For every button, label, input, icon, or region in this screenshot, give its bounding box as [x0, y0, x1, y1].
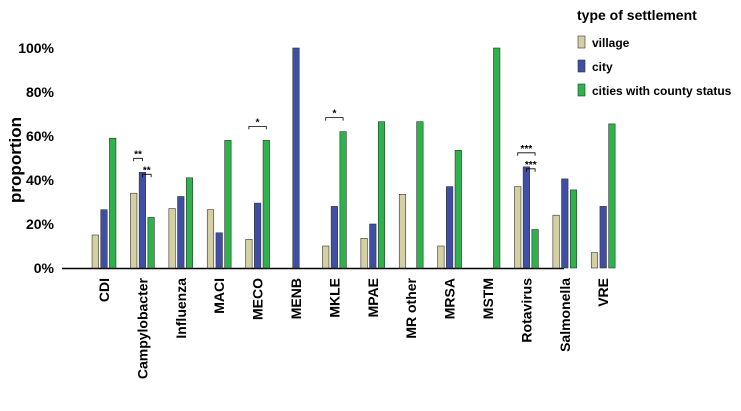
bar-city-menb	[292, 47, 300, 269]
x-tick-label: CDI	[96, 278, 112, 302]
legend-title: type of settlement	[577, 7, 697, 23]
significance-label: **	[143, 165, 151, 176]
bar-cities-with-county-status-cdi	[109, 137, 117, 269]
significance-label: *	[256, 117, 260, 128]
y-axis-tick-labels: 0% 20% 40% 60% 80% 100%	[18, 40, 54, 276]
bar-village-maci	[206, 209, 215, 269]
bar-city-mpae	[369, 223, 377, 269]
bar-village-mr-other	[398, 194, 407, 269]
legend: type of settlement village city cities wit…	[577, 7, 732, 98]
legend-label: cities with county status	[592, 84, 732, 98]
x-tick-label: Campylobacter	[134, 277, 150, 379]
x-tick-label: MENB	[288, 278, 304, 319]
bar-village-rotavirus	[514, 186, 522, 269]
bar-cities-with-county-status-mkle	[339, 131, 347, 269]
bar-city-cdi	[100, 209, 108, 269]
legend-label: city	[592, 60, 613, 74]
x-tick-label: Influenza	[173, 278, 189, 339]
y-axis-label: proportion	[6, 117, 25, 203]
y-tick-label: 80%	[26, 84, 55, 100]
bar-cities-with-county-status-mrsa	[454, 150, 462, 269]
significance-bracket	[325, 117, 344, 121]
bar-city-maci	[215, 232, 223, 269]
bar-city-mrsa	[446, 186, 454, 269]
legend-swatch-cities-with-county-status	[577, 83, 586, 97]
bar-city-mkle	[330, 206, 338, 269]
bar-cities-with-county-status-mpae	[377, 121, 386, 269]
bar-cities-with-county-status-mstm	[493, 47, 501, 269]
x-tick-label: Rotavirus	[518, 278, 534, 343]
legend-swatch-village	[577, 35, 586, 49]
legend-swatch-city	[577, 59, 586, 73]
bar-city-campylobacter	[138, 172, 146, 269]
bar-city-influenza	[177, 196, 185, 269]
x-tick-label: MECO	[250, 278, 266, 320]
bar-city-salmonella	[561, 178, 569, 269]
bar-cities-with-county-status-mr-other	[416, 121, 424, 269]
bar-village-mpae	[360, 238, 368, 269]
x-tick-label: MPAE	[365, 278, 381, 317]
bar-cities-with-county-status-influenza	[185, 177, 194, 269]
significance-label: *	[332, 109, 336, 120]
y-tick-label: 20%	[26, 216, 55, 232]
x-tick-label: MRSA	[442, 278, 458, 319]
x-tick-label: MKLE	[326, 278, 342, 318]
x-tick-label: VRE	[595, 278, 611, 307]
y-tick-label: 100%	[18, 40, 54, 56]
bar-cities-with-county-status-rotavirus	[531, 229, 539, 269]
bar-city-vre	[599, 206, 607, 269]
significance-bracket	[142, 173, 152, 178]
significance-bracket	[133, 157, 143, 162]
x-tick-label: MACI	[211, 278, 227, 314]
bar-city-rotavirus	[522, 166, 530, 269]
legend-label: village	[592, 36, 630, 50]
y-tick-label: 60%	[26, 128, 55, 144]
bar-cities-with-county-status-meco	[262, 140, 270, 269]
bar-village-salmonella	[552, 214, 560, 269]
bar-cities-with-county-status-salmonella	[569, 189, 578, 269]
bar-village-cdi	[91, 234, 99, 269]
bar-village-campylobacter	[130, 192, 138, 269]
significance-label: **	[134, 149, 142, 160]
y-tick-label: 0%	[34, 260, 55, 276]
bar-cities-with-county-status-campylobacter	[147, 217, 155, 269]
significance-label: ***	[525, 160, 537, 171]
significance-label: ***	[521, 144, 533, 155]
bars-layer	[91, 47, 616, 269]
significance-bracket	[526, 168, 536, 172]
x-tick-label: MSTM	[480, 278, 496, 319]
bar-village-vre	[590, 252, 599, 269]
y-tick-label: 40%	[26, 172, 55, 188]
bar-village-meco	[245, 239, 253, 269]
x-axis-tick-labels: CDI Campylobacter Influenza MACI MECO MENB MKL…	[96, 277, 611, 379]
bar-village-influenza	[168, 208, 176, 269]
bar-cities-with-county-status-vre	[608, 123, 616, 269]
x-tick-label: MR other	[403, 277, 419, 338]
x-tick-label: Salmonella	[557, 278, 573, 352]
significance-bracket	[248, 126, 267, 130]
bar-cities-with-county-status-maci	[224, 140, 232, 269]
bar-village-mrsa	[437, 245, 445, 269]
significance-annotations: ************	[133, 109, 537, 178]
bar-city-meco	[254, 202, 262, 269]
bar-village-mkle	[322, 245, 330, 269]
significance-bracket	[517, 152, 536, 156]
